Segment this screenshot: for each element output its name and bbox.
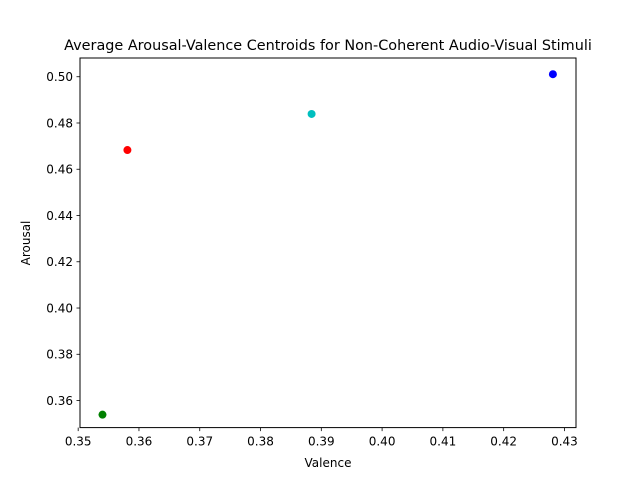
y-tick-label: 0.46 xyxy=(46,163,73,177)
scatter-point-3 xyxy=(548,70,557,79)
y-tick-label: 0.42 xyxy=(46,255,73,269)
chart-title: Average Arousal-Valence Centroids for No… xyxy=(64,38,592,54)
x-tick-label: 0.39 xyxy=(308,435,335,449)
y-tick-label: 0.40 xyxy=(46,301,73,315)
x-tick-label: 0.41 xyxy=(430,435,457,449)
y-tick-label: 0.50 xyxy=(46,70,73,84)
x-axis-label: Valence xyxy=(305,456,352,470)
x-tick-label: 0.35 xyxy=(65,435,92,449)
y-axis-ticks: 0.36 0.38 0.40 0.42 0.44 0.46 0.48 0.50 xyxy=(46,70,80,408)
x-tick-label: 0.40 xyxy=(369,435,396,449)
x-tick-label: 0.37 xyxy=(186,435,213,449)
plot-frame xyxy=(79,57,577,429)
x-tick-label: 0.42 xyxy=(490,435,517,449)
y-tick-label: 0.48 xyxy=(46,116,73,130)
y-tick-label: 0.36 xyxy=(46,394,73,408)
y-axis-label: Arousal xyxy=(19,221,33,266)
x-tick-label: 0.36 xyxy=(126,435,153,449)
x-tick-label: 0.43 xyxy=(551,435,578,449)
y-tick-label: 0.44 xyxy=(46,209,73,223)
x-tick-label: 0.38 xyxy=(247,435,274,449)
y-tick-label: 0.38 xyxy=(46,348,73,362)
scatter-point-1 xyxy=(123,146,132,155)
data-markers xyxy=(98,70,557,419)
scatter-point-2 xyxy=(98,410,107,419)
scatter-point-4 xyxy=(307,109,316,118)
x-axis-ticks: 0.35 0.36 0.37 0.38 0.39 0.40 0.41 0.42 0.43 xyxy=(65,427,578,449)
plot-area xyxy=(80,58,576,428)
